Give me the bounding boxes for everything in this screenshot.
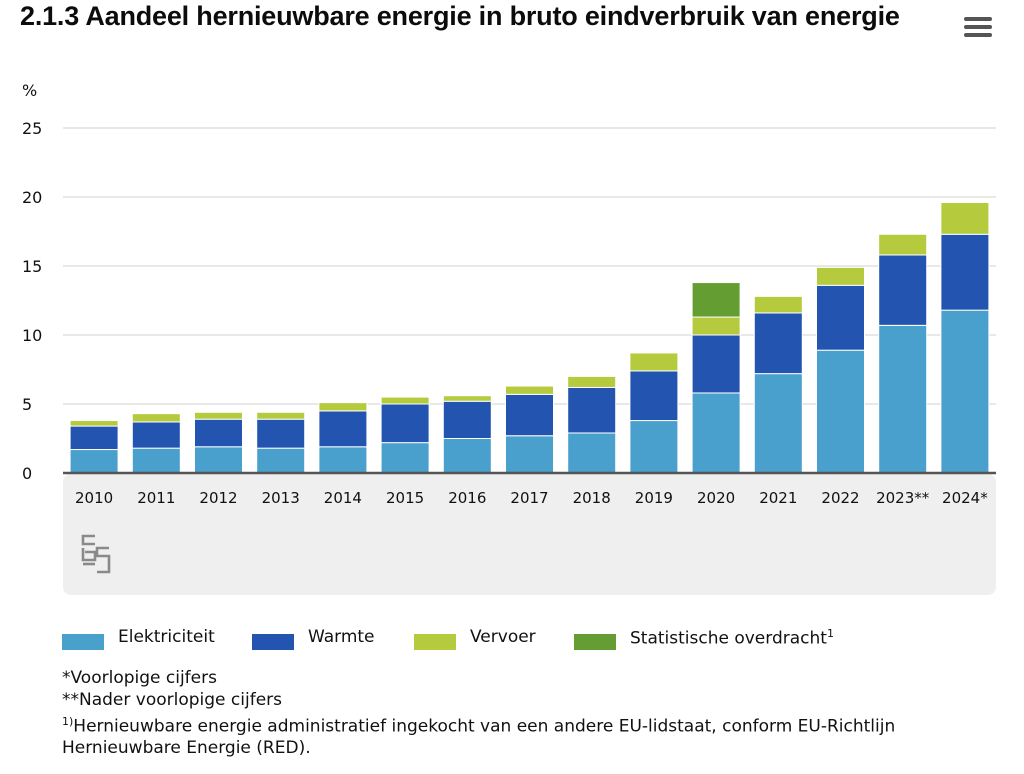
bar-segment[interactable]: [567, 432, 617, 474]
legend-swatch: [574, 634, 616, 650]
stacked-bar-chart: 0 5 10 15 20 25 2010 2011 2012 2013 2014 2015 2016 2…: [22, 81, 996, 595]
bar-segment[interactable]: [256, 411, 306, 420]
bar-segment[interactable]: [442, 400, 492, 439]
bar-segment[interactable]: [629, 352, 679, 372]
y-tick-label: 5: [22, 395, 32, 414]
bar-segment[interactable]: [691, 282, 741, 318]
y-tick-label: 25: [22, 119, 42, 138]
footnote: *Voorlopige cijfers: [62, 668, 217, 688]
bar-segment[interactable]: [753, 312, 803, 375]
bar-segment[interactable]: [878, 254, 928, 326]
bar-segment[interactable]: [318, 402, 368, 412]
bar-segment[interactable]: [878, 324, 928, 474]
bar-segment[interactable]: [629, 370, 679, 422]
bar-segment[interactable]: [318, 410, 368, 448]
x-tick-label: 2022: [821, 489, 859, 507]
hamburger-menu-icon[interactable]: [960, 14, 996, 44]
bar-segment[interactable]: [380, 396, 430, 405]
bar-segment[interactable]: [69, 425, 119, 451]
x-tick-label: 2016: [448, 489, 486, 507]
bar-segment[interactable]: [567, 386, 617, 434]
bar-segment[interactable]: [940, 309, 990, 474]
legend-label: Vervoer: [470, 627, 536, 647]
bar-segment[interactable]: [194, 446, 243, 474]
bar-segment[interactable]: [380, 442, 430, 474]
bar-segment[interactable]: [442, 395, 492, 402]
bar-segment[interactable]: [131, 447, 181, 474]
bar-segment[interactable]: [940, 202, 990, 235]
x-tick-label: 2019: [635, 489, 673, 507]
footnotes: *Voorlopige cijfers **Nader voorlopige ci…: [62, 668, 1002, 760]
bar-segment[interactable]: [878, 233, 928, 256]
x-tick-label: 2012: [199, 489, 237, 507]
bar-segment[interactable]: [567, 375, 617, 388]
chart-legend: Elektriciteit Warmte Vervoer Statistische o…: [62, 626, 962, 652]
bar-segment[interactable]: [691, 316, 741, 336]
legend-swatch: [62, 634, 104, 650]
bar-segment[interactable]: [69, 420, 119, 427]
bar-segment[interactable]: [940, 233, 990, 311]
bar-segment[interactable]: [816, 266, 865, 286]
cbs-logo-icon: [81, 534, 111, 574]
legend-label: Warmte: [308, 627, 375, 647]
bar-segment[interactable]: [816, 284, 865, 351]
bar-segment[interactable]: [256, 418, 306, 449]
x-tick-label: 2017: [510, 489, 548, 507]
bar-segment[interactable]: [131, 421, 181, 449]
footnote: 1)Hernieuwbare energie administratief in…: [62, 715, 896, 759]
bar-segment[interactable]: [256, 447, 306, 474]
bar-segment[interactable]: [380, 403, 430, 444]
legend-label: Statistische overdracht1: [630, 627, 834, 649]
page-title: 2.1.3 Aandeel hernieuwbare energie in br…: [20, 1, 900, 31]
bar-segment[interactable]: [629, 420, 679, 474]
bar-segment[interactable]: [194, 418, 243, 448]
legend-swatch: [252, 634, 294, 650]
y-axis-label: %: [22, 81, 37, 100]
x-tick-label: 2020: [697, 489, 735, 507]
bar-segment[interactable]: [442, 438, 492, 474]
bar-segment[interactable]: [194, 411, 243, 420]
bar-segment[interactable]: [131, 413, 181, 423]
x-tick-label: 2015: [386, 489, 424, 507]
y-tick-label: 20: [22, 188, 42, 207]
bar-segment[interactable]: [505, 393, 554, 437]
bar-segment[interactable]: [69, 449, 119, 474]
bar-segment[interactable]: [691, 334, 741, 394]
x-tick-label: 2018: [573, 489, 611, 507]
bar-segment[interactable]: [753, 295, 803, 314]
bar-segment[interactable]: [505, 385, 554, 395]
bar-segment[interactable]: [691, 392, 741, 474]
bar-segment[interactable]: [753, 373, 803, 474]
bar-segment[interactable]: [816, 349, 865, 474]
legend-swatch: [414, 634, 456, 650]
x-tick-label: 2021: [759, 489, 797, 507]
x-tick-label: 2011: [137, 489, 175, 507]
y-tick-label: 10: [22, 326, 42, 345]
x-axis-panel: [63, 474, 996, 595]
legend-label: Elektriciteit: [118, 627, 215, 647]
footnote: **Nader voorlopige cijfers: [62, 689, 283, 710]
x-tick-label: 2014: [324, 489, 362, 507]
y-tick-label: 15: [22, 257, 42, 276]
bar-segment[interactable]: [318, 446, 368, 474]
y-tick-label: 0: [22, 464, 32, 483]
x-tick-label: 2010: [75, 489, 113, 507]
x-tick-label: 2023**: [876, 489, 930, 507]
x-tick-label: 2024*: [942, 489, 988, 507]
bar-segment[interactable]: [505, 435, 554, 474]
x-tick-label: 2013: [262, 489, 300, 507]
